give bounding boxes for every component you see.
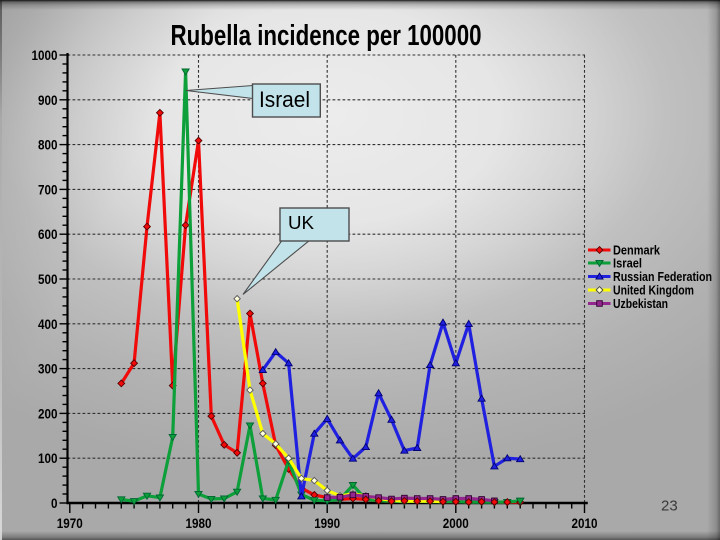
svg-text:UK: UK [288, 213, 314, 233]
svg-text:200: 200 [38, 405, 58, 421]
svg-text:23: 23 [661, 498, 678, 515]
svg-text:Israel: Israel [613, 256, 642, 271]
svg-text:Russian Federation: Russian Federation [613, 269, 712, 284]
svg-text:1990: 1990 [314, 515, 340, 531]
svg-text:2010: 2010 [572, 515, 598, 531]
svg-text:United Kingdom: United Kingdom [613, 283, 694, 298]
svg-text:1980: 1980 [186, 515, 212, 531]
svg-text:700: 700 [38, 181, 58, 197]
svg-text:600: 600 [38, 226, 58, 242]
svg-text:100: 100 [38, 450, 58, 466]
svg-text:Rubella incidence per 100000: Rubella incidence per 100000 [171, 20, 482, 52]
svg-text:2000: 2000 [443, 515, 469, 531]
svg-text:Israel: Israel [259, 87, 310, 112]
svg-text:1000: 1000 [32, 47, 58, 63]
svg-text:500: 500 [38, 271, 58, 287]
svg-text:Denmark: Denmark [613, 243, 661, 258]
svg-text:1970: 1970 [57, 515, 83, 531]
svg-text:900: 900 [38, 92, 58, 108]
svg-text:800: 800 [38, 137, 58, 153]
svg-text:300: 300 [38, 361, 58, 377]
svg-text:400: 400 [38, 316, 58, 332]
svg-text:Uzbekistan: Uzbekistan [613, 296, 668, 311]
svg-text:0: 0 [51, 495, 58, 511]
